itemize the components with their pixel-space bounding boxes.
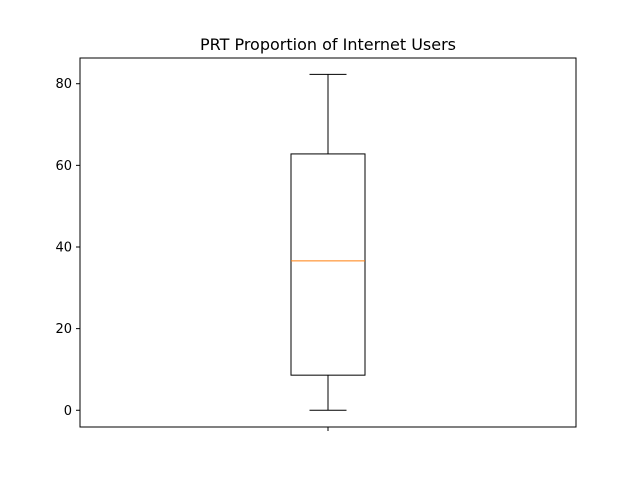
y-tick-label: 20 [55, 322, 72, 337]
y-tick-label: 80 [55, 77, 72, 92]
y-tick-label: 40 [55, 240, 72, 255]
y-tick-label: 60 [55, 159, 72, 174]
y-tick-label: 0 [64, 404, 72, 419]
plot-area: 0 20 40 60 80 [55, 57, 577, 431]
chart-title: PRT Proportion of Internet Users [200, 35, 456, 54]
iqr-box [290, 153, 366, 376]
